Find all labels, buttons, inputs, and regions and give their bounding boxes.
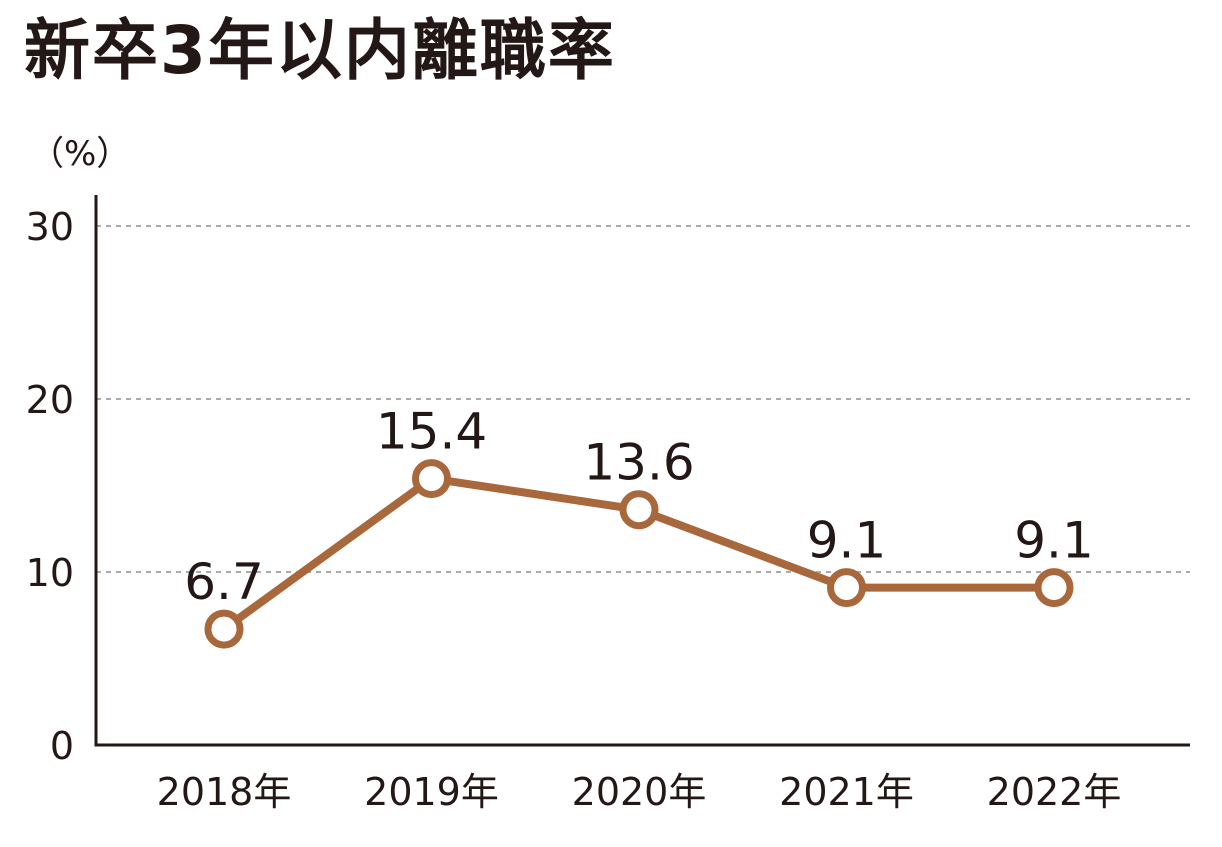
y-tick-label-20: 20 [26,378,74,422]
data-point-marker-0 [204,609,244,649]
x-category-label-3: 2021年 [779,770,914,814]
data-labels: 6.7 15.4 13.6 9.1 9.1 [184,403,1094,612]
data-label-3: 9.1 [807,512,887,570]
axes [94,195,1190,747]
y-axis-unit-label: （%） [30,134,131,174]
x-category-labels: 2018年 2019年 2020年 2021年 2022年 [157,770,1122,814]
x-category-label-1: 2019年 [364,770,499,814]
chart-title: 新卒3年以内離職率 [24,12,616,89]
data-label-2: 13.6 [583,434,694,492]
x-category-label-2: 2020年 [572,770,707,814]
data-label-4: 9.1 [1014,512,1094,570]
data-markers [204,459,1074,649]
data-point-marker-3 [827,568,866,608]
x-category-label-4: 2022年 [987,770,1122,814]
y-tick-labels: 0 10 20 30 [26,205,74,768]
y-tick-label-30: 30 [26,205,74,249]
x-category-label-0: 2018年 [157,770,292,814]
y-tick-label-10: 10 [26,551,74,595]
data-label-1: 15.4 [376,403,487,461]
data-label-0: 6.7 [184,553,264,611]
data-point-marker-2 [619,490,659,530]
gridlines [96,225,1190,573]
y-tick-label-0: 0 [50,724,74,768]
data-point-marker-4 [1034,568,1074,608]
data-point-marker-1 [412,459,451,499]
